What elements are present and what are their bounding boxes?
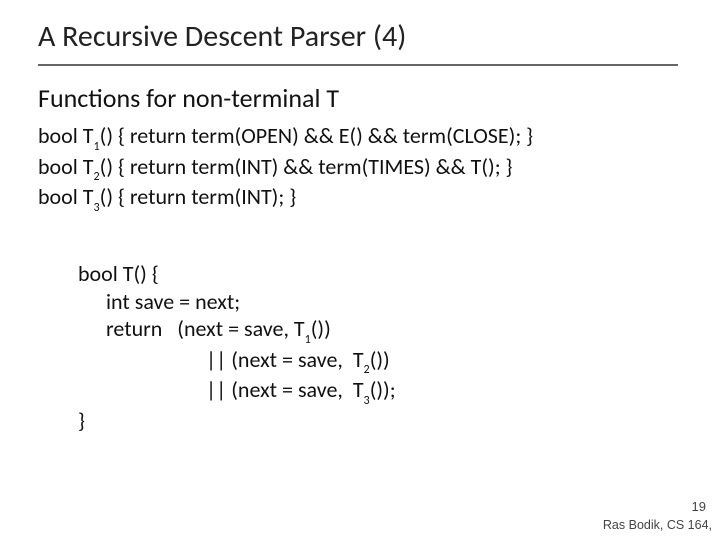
code-line: bool T3() { return term(INT); } xyxy=(38,183,533,214)
text: bool T xyxy=(38,122,94,149)
code-line: bool T() { xyxy=(78,260,396,288)
horizontal-rule xyxy=(38,64,678,66)
subscript: 2 xyxy=(364,362,370,377)
author-credit: Ras Bodik, CS 164, xyxy=(603,518,712,532)
code-line: int save = next; xyxy=(78,288,396,316)
text: () { return term(INT) && term(TIMES) && … xyxy=(100,153,513,180)
text: || (next = save, T xyxy=(206,346,364,373)
slide-subtitle: Functions for non-terminal T xyxy=(38,82,339,114)
code-line: return (next = save, T1()) xyxy=(78,315,396,346)
subscript: 2 xyxy=(94,169,100,184)
text: ()) xyxy=(311,315,331,342)
text: || (next = save, T xyxy=(206,376,364,403)
text: return (next = save, T xyxy=(106,315,305,342)
subscript: 3 xyxy=(364,393,370,408)
subscript: 1 xyxy=(305,332,311,347)
slide: A Recursive Descent Parser (4) Functions… xyxy=(0,0,720,540)
text: bool T xyxy=(38,183,94,210)
text: () { return term(OPEN) && E() && term(CL… xyxy=(100,122,533,149)
code-block-productions: bool T1() { return term(OPEN) && E() && … xyxy=(38,122,533,214)
subscript: 3 xyxy=(94,200,100,215)
code-line: } xyxy=(78,407,396,435)
code-line: bool T1() { return term(OPEN) && E() && … xyxy=(38,122,533,153)
text: ()) xyxy=(370,346,390,373)
page-number: 19 xyxy=(692,499,706,514)
text: ()); xyxy=(370,376,396,403)
text: () { return term(INT); } xyxy=(100,183,296,210)
subscript: 1 xyxy=(94,139,100,154)
code-line: || (next = save, T3()); xyxy=(78,376,396,407)
code-line: || (next = save, T2()) xyxy=(78,346,396,377)
code-line: bool T2() { return term(INT) && term(TIM… xyxy=(38,153,533,184)
text: bool T xyxy=(38,153,94,180)
code-block-function: bool T() { int save = next; return (next… xyxy=(78,260,396,434)
slide-title: A Recursive Descent Parser (4) xyxy=(38,18,406,55)
